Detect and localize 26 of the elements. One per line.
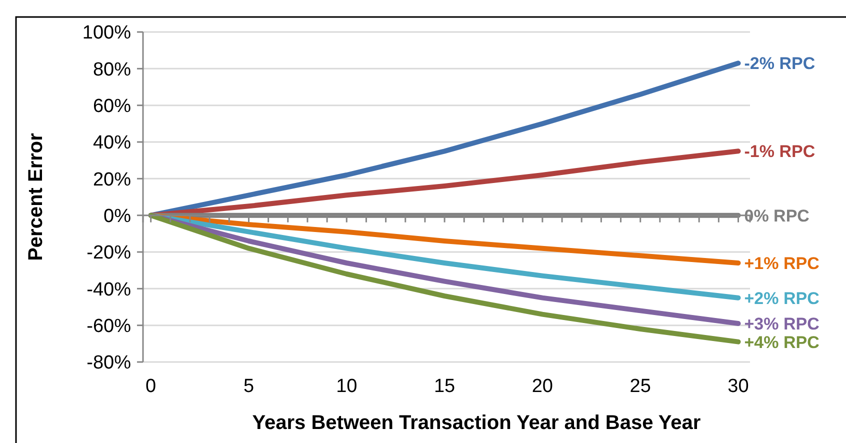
series-label: +3% RPC bbox=[744, 314, 820, 334]
x-tick-label: 10 bbox=[336, 376, 358, 397]
x-tick-label: 20 bbox=[532, 376, 554, 397]
series-label: -1% RPC bbox=[744, 142, 816, 162]
y-tick-label: 40% bbox=[92, 132, 132, 154]
x-axis-title: Years Between Transaction Year and Base Year bbox=[252, 412, 701, 434]
y-tick-label: 0% bbox=[104, 206, 132, 227]
y-tick-label: 100% bbox=[82, 22, 132, 44]
x-tick-label: 0 bbox=[146, 376, 156, 397]
y-tick-label: 80% bbox=[92, 59, 132, 80]
x-tick-label: 5 bbox=[243, 376, 254, 397]
series-label: -2% RPC bbox=[744, 54, 816, 74]
x-tick-label: 30 bbox=[728, 376, 749, 397]
series-label: +2% RPC bbox=[744, 288, 820, 308]
series-label: +4% RPC bbox=[744, 332, 820, 352]
y-tick-label: 20% bbox=[92, 169, 132, 190]
y-tick-label: -60% bbox=[86, 316, 132, 337]
x-tick-label: 15 bbox=[434, 376, 456, 397]
x-tick-label: 25 bbox=[630, 376, 651, 397]
series-label: +1% RPC bbox=[744, 254, 820, 273]
legend-label: 0% RPC bbox=[744, 206, 810, 226]
y-tick-label: -20% bbox=[86, 242, 132, 264]
y-tick-label: 60% bbox=[92, 96, 132, 117]
y-axis-title: Percent Error bbox=[25, 132, 47, 261]
y-tick-label: -80% bbox=[86, 352, 132, 374]
y-tick-label: -40% bbox=[86, 279, 132, 300]
